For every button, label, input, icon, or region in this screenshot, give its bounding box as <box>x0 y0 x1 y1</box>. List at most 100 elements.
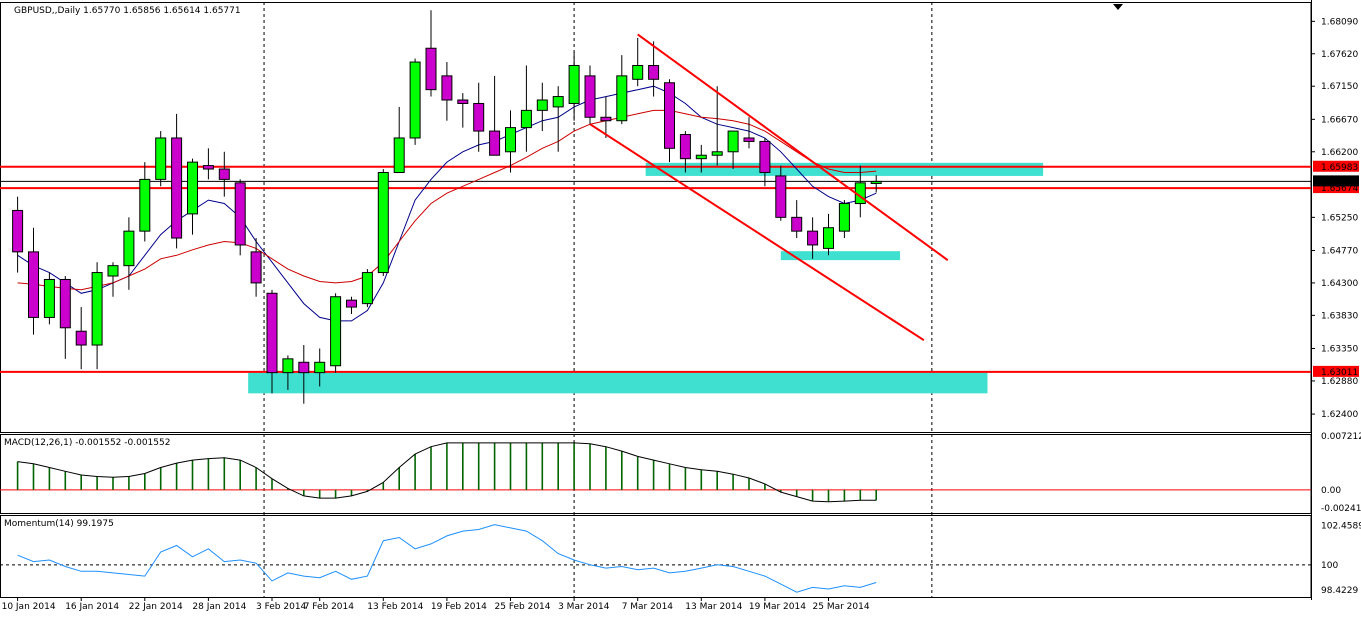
candle-body <box>155 137 167 180</box>
candle-body <box>711 151 723 156</box>
price-tick-label: 1.63350 <box>1321 344 1358 354</box>
date-tick-label: 13 Feb 2014 <box>367 602 423 612</box>
macd-title: MACD(12,26,1) -0.001552 -0.001552 <box>4 438 170 448</box>
candle-body <box>536 99 548 111</box>
candle-body <box>441 75 453 101</box>
candle-body <box>91 272 103 346</box>
candle-body <box>791 216 803 232</box>
candle-body <box>838 203 850 232</box>
candle-body <box>695 154 707 160</box>
candle-body <box>425 47 437 91</box>
candle-body <box>202 165 214 170</box>
candle-body <box>218 168 230 180</box>
macd-axis-label: 0.007212 <box>1321 432 1361 442</box>
trend-channel-line <box>589 123 925 342</box>
price-tick-label: 1.62880 <box>1321 377 1358 387</box>
candle-body <box>648 64 660 80</box>
candle-body <box>393 137 405 173</box>
candle-body <box>59 278 71 329</box>
panel-frame <box>0 434 1312 514</box>
candle-body <box>107 265 119 277</box>
momentum-axis-label: 102.4589 <box>1321 521 1361 531</box>
price-tick-label: 1.63830 <box>1321 311 1358 321</box>
level-tag-label: 1.65674 <box>1321 184 1358 194</box>
shift-marker-icon <box>1113 4 1123 10</box>
price-tick-label: 1.65250 <box>1321 213 1358 223</box>
date-tick-label: 19 Feb 2014 <box>431 602 487 612</box>
level-tag <box>1313 160 1359 172</box>
candle-body <box>870 180 882 184</box>
panel-frame <box>0 515 1312 598</box>
macd-axis-label: -0.002418 <box>1321 504 1361 514</box>
price-tick-label: 1.67620 <box>1321 50 1358 60</box>
date-tick-label: 19 Mar 2014 <box>749 602 806 612</box>
candle-body <box>43 278 55 318</box>
price-tick-label: 1.62400 <box>1321 410 1358 420</box>
date-tick-label: 13 Mar 2014 <box>685 602 742 612</box>
candle-body <box>171 137 183 239</box>
candle-body <box>12 209 24 253</box>
support-zone <box>645 162 1044 176</box>
candle-body <box>775 175 787 218</box>
candle-body <box>139 178 151 232</box>
date-tick-label: 7 Feb 2014 <box>304 602 355 612</box>
price-tick-label: 1.64770 <box>1321 246 1358 256</box>
chart-title: GBPUSD,,Daily 1.65770 1.65856 1.65614 1.… <box>14 6 241 16</box>
price-tick-label: 1.67150 <box>1321 82 1358 92</box>
candle-body <box>743 137 755 142</box>
candle-body <box>616 75 628 122</box>
date-tick-label: 3 Mar 2014 <box>558 602 610 612</box>
candle-body <box>759 140 771 173</box>
candle-body <box>489 130 501 156</box>
candle-body <box>473 102 485 132</box>
candle-body <box>314 361 326 374</box>
candle-body <box>298 361 310 374</box>
price-tick-label: 1.68090 <box>1321 17 1358 27</box>
candle-body <box>282 358 294 374</box>
date-tick-label: 25 Feb 2014 <box>495 602 551 612</box>
candle-body <box>409 61 421 139</box>
trend-channel-line <box>637 33 949 261</box>
momentum-axis-label: 98.4229 <box>1321 586 1358 596</box>
date-tick-label: 25 Mar 2014 <box>813 602 870 612</box>
candle-body <box>520 109 532 129</box>
candle-body <box>266 292 278 374</box>
moving-average-line <box>17 85 877 322</box>
level-tag <box>1313 365 1359 377</box>
candle-body <box>250 251 262 284</box>
date-tick-label: 16 Jan 2014 <box>65 602 119 612</box>
candle-body <box>584 75 596 118</box>
candle-body <box>346 299 357 308</box>
candle-body <box>123 230 135 267</box>
candle-body <box>187 161 198 215</box>
candle-body <box>679 134 691 160</box>
candle-body <box>632 64 644 80</box>
support-zone <box>248 372 988 394</box>
candle-body <box>377 171 389 274</box>
date-tick-label: 7 Mar 2014 <box>622 602 674 612</box>
candle-body <box>75 330 87 346</box>
candle-body <box>330 296 342 367</box>
support-zone <box>780 251 901 261</box>
price-tick-label: 1.66670 <box>1321 115 1358 125</box>
date-tick-label: 22 Jan 2014 <box>129 602 183 612</box>
candle-body <box>568 64 580 104</box>
date-tick-label: 3 Feb 2014 <box>256 602 307 612</box>
price-tick-label: 1.66200 <box>1321 148 1358 158</box>
macd-signal-line <box>17 442 877 503</box>
macd-axis-label: 0.00 <box>1321 486 1341 496</box>
date-tick-label: 28 Jan 2014 <box>192 602 246 612</box>
candle-body <box>28 251 39 318</box>
candle-body <box>727 130 739 153</box>
price-tick-label: 1.64300 <box>1321 279 1358 289</box>
current-price-tag <box>1313 175 1359 187</box>
candle-body <box>600 116 612 122</box>
level-tag <box>1313 182 1359 194</box>
candle-body <box>361 272 373 305</box>
current-price-label: 1.65771 <box>1321 177 1358 187</box>
candle-body <box>234 182 246 246</box>
momentum-line <box>17 524 877 593</box>
candle-body <box>505 127 516 153</box>
